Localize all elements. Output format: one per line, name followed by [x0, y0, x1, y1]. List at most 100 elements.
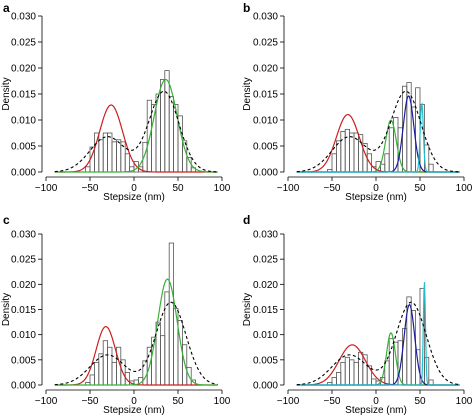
histogram-bar: [94, 361, 100, 386]
x-axis-label: Stepsize (nm): [345, 192, 407, 203]
histogram-bar: [335, 372, 342, 386]
x-tick-label: 100: [456, 396, 473, 407]
blue-component-curve: [296, 303, 460, 386]
green-component-curve: [54, 278, 218, 386]
y-tick-label: 0.030: [253, 230, 278, 241]
x-tick-label: 0: [131, 183, 137, 194]
y-tick-label: 0.015: [253, 305, 278, 316]
mixture-fit-curve: [296, 301, 460, 386]
histogram-bar: [116, 139, 122, 173]
y-tick-label: 0.005: [253, 142, 278, 153]
histogram-bar: [335, 140, 342, 173]
histogram-bar: [357, 351, 364, 386]
y-axis-label: Density: [242, 293, 253, 326]
red-component-curve: [296, 113, 460, 173]
panel-d: d 0.000 0.005 0.010 0.015 0.020 0.025 0.030 −100…: [242, 213, 473, 416]
panel-letter: a: [3, 1, 10, 15]
histogram-bar: [111, 141, 117, 173]
x-axis-label: Stepsize (nm): [103, 192, 165, 203]
histogram-bar: [124, 153, 130, 173]
y-tick-label: 0.010: [253, 330, 278, 341]
y-tick-label: 0.000: [11, 381, 36, 392]
y-tick-label: 0.020: [11, 64, 36, 75]
x-tick-label: −100: [277, 183, 300, 194]
y-tick-label: 0.015: [11, 90, 36, 101]
histogram-bar: [107, 132, 113, 173]
y-tick-label: 0.015: [11, 305, 36, 316]
histogram-bar: [384, 153, 390, 173]
green-component-curve: [296, 119, 460, 173]
histogram-bar: [181, 140, 188, 173]
red-component-curve: [296, 344, 460, 386]
y-tick-label: 0.005: [253, 355, 278, 366]
y-tick-label: 0.010: [11, 116, 36, 127]
histogram-bar: [353, 361, 359, 386]
y-tick-label: 0.000: [11, 168, 36, 179]
y-tick-label: 0.000: [253, 168, 278, 179]
x-tick-label: 50: [414, 183, 426, 194]
x-tick-label: 50: [172, 183, 184, 194]
panel-a: a 0.000 0.005 0.010 0.015 0.020 0.025 0.030 −100…: [1, 1, 231, 203]
histogram-bar: [331, 153, 337, 173]
x-tick-label: 50: [172, 396, 184, 407]
x-tick-label: −100: [35, 183, 58, 194]
panel-letter: c: [3, 213, 10, 227]
histogram-bar: [388, 127, 395, 173]
x-tick-label: 50: [414, 396, 426, 407]
y-tick-label: 0.005: [11, 142, 36, 153]
y-tick-label: 0.005: [11, 355, 36, 366]
y-tick-label: 0.025: [253, 255, 278, 266]
histogram-bar: [107, 346, 113, 386]
y-tick-label: 0.030: [11, 12, 36, 23]
x-axis-label: Stepsize (nm): [103, 405, 165, 416]
y-tick-label: 0.030: [253, 12, 278, 23]
histogram-bar: [168, 242, 174, 386]
histogram-bar: [349, 132, 355, 173]
histogram-bar: [102, 132, 108, 173]
histogram-bar: [98, 139, 104, 173]
y-tick-label: 0.000: [253, 381, 278, 392]
histogram-bar: [371, 378, 377, 386]
histogram-bar: [349, 359, 355, 386]
histogram-bar: [168, 96, 174, 173]
y-tick-label: 0.015: [253, 90, 278, 101]
x-tick-label: −50: [82, 183, 99, 194]
histogram-bar: [111, 361, 117, 386]
mixture-fit-curve: [54, 90, 218, 173]
histogram-bar: [388, 338, 395, 386]
panel-letter: b: [243, 1, 250, 15]
red-component-curve: [54, 104, 218, 173]
x-tick-label: −100: [277, 396, 300, 407]
y-axis-label: Density: [1, 77, 12, 110]
y-tick-label: 0.030: [11, 230, 36, 241]
histogram-bar: [102, 340, 108, 386]
mixture-fit-curve: [296, 90, 460, 173]
histogram-bar: [428, 379, 434, 386]
x-tick-label: −50: [324, 396, 341, 407]
panel-c: c 0.000 0.005 0.010 0.015 0.020 0.025 0.030 −100…: [1, 213, 231, 416]
histogram-bar: [164, 70, 170, 173]
y-axis-label: Density: [1, 293, 12, 326]
x-tick-label: 0: [373, 183, 379, 194]
y-tick-label: 0.025: [253, 38, 278, 49]
x-tick-label: −50: [324, 183, 341, 194]
histogram-bar: [159, 335, 166, 386]
cyan-component-curve: [296, 282, 460, 386]
histogram-bar: [98, 353, 104, 386]
panel-b: b 0.000 0.005 0.010 0.015 0.020 0.025 0.030 −100…: [242, 1, 473, 203]
y-tick-label: 0.025: [11, 255, 36, 266]
x-tick-label: 0: [131, 396, 137, 407]
y-tick-label: 0.010: [253, 116, 278, 127]
x-tick-label: 0: [373, 396, 379, 407]
y-tick-label: 0.020: [253, 280, 278, 291]
y-axis-label: Density: [242, 77, 253, 110]
x-tick-label: 100: [214, 183, 231, 194]
histogram-bar: [85, 166, 91, 173]
mixture-fit-curve: [54, 301, 218, 386]
y-tick-label: 0.020: [253, 64, 278, 75]
histogram-bar: [151, 104, 157, 173]
green-component-curve: [296, 332, 460, 386]
x-tick-label: 100: [214, 396, 231, 407]
x-tick-label: −100: [35, 396, 58, 407]
